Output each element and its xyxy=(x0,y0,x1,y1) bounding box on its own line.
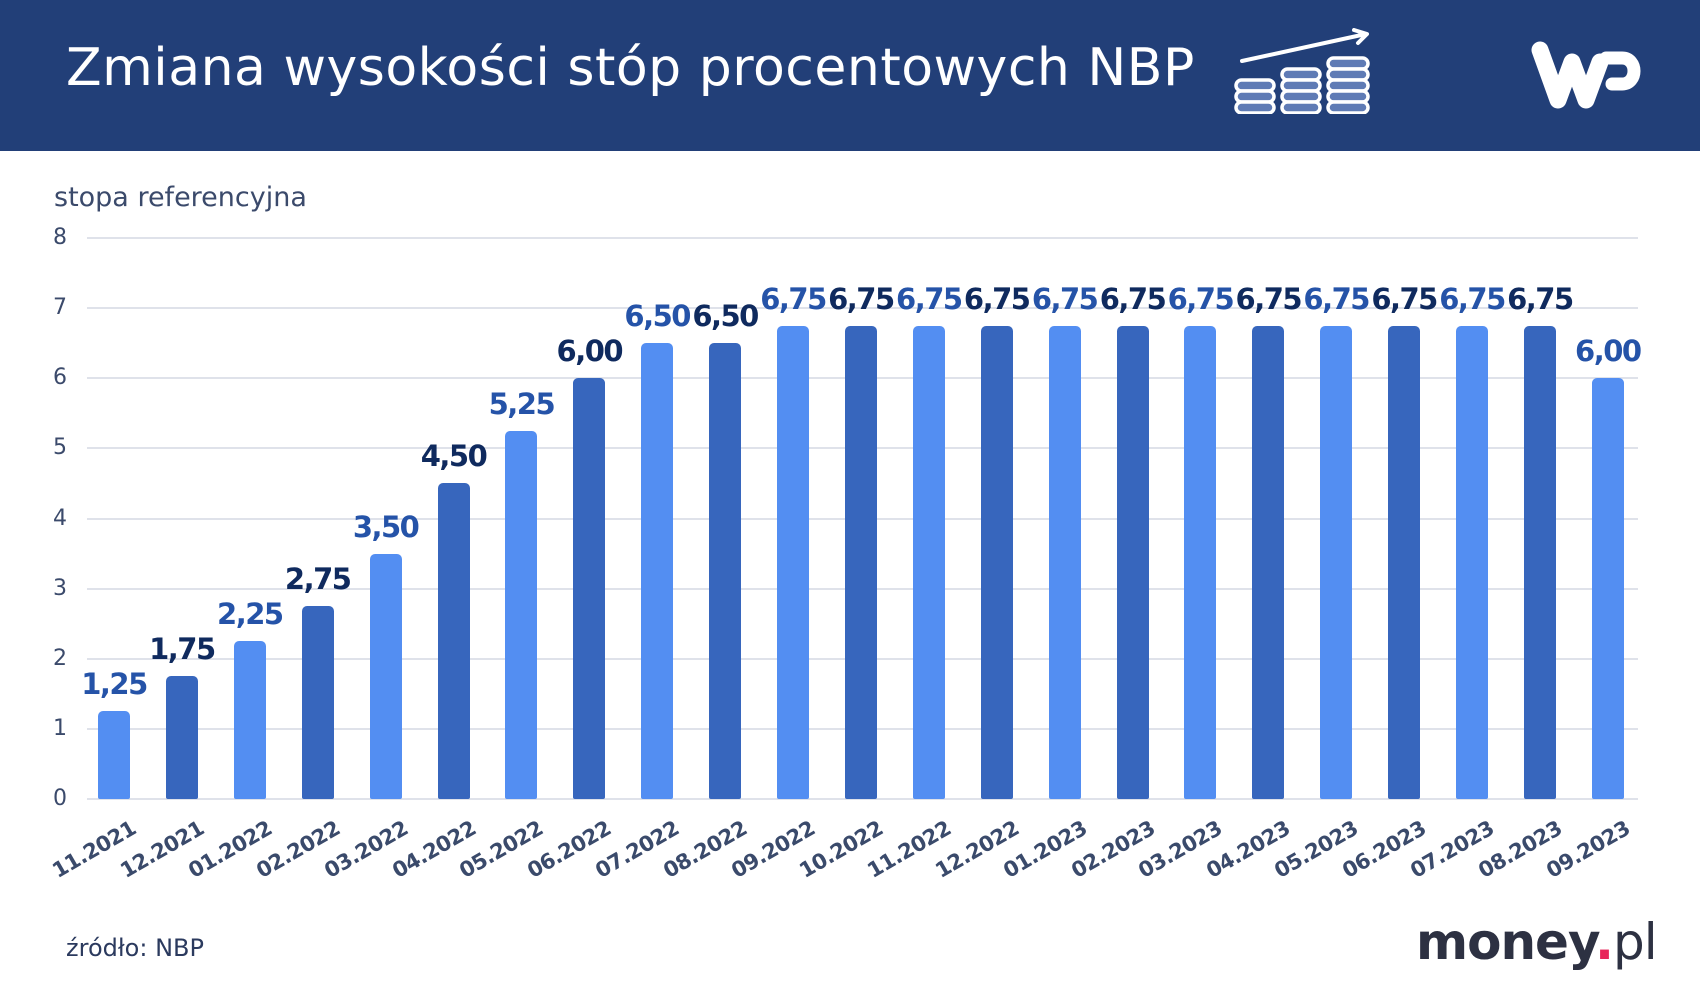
value-label: 6,00 xyxy=(556,334,624,369)
value-label: 1,75 xyxy=(149,632,216,667)
bar-10.2022 xyxy=(844,325,877,799)
value-label: 1,25 xyxy=(81,667,148,702)
value-label: 4,50 xyxy=(420,439,488,474)
value-label: 6,75 xyxy=(828,281,895,316)
y-tick-label: 4 xyxy=(53,505,67,531)
money-pl-logo: money.pl xyxy=(1416,912,1658,972)
y-tick-label: 0 xyxy=(53,786,67,811)
value-label: 6,75 xyxy=(1371,281,1438,316)
bar-01.2023 xyxy=(1048,325,1081,799)
bar-12.2022 xyxy=(980,325,1013,799)
value-label: 6,75 xyxy=(1167,281,1235,316)
value-label: 6,75 xyxy=(1031,281,1099,316)
bar-09.2022 xyxy=(777,325,809,799)
gridline xyxy=(87,798,1638,800)
source-note: źródło: NBP xyxy=(66,934,204,962)
value-label: 6,75 xyxy=(963,281,1031,316)
bar-05.2022 xyxy=(505,430,538,799)
bar-07.2022 xyxy=(641,343,674,799)
brand-dot: . xyxy=(1594,913,1614,971)
bar-01.2022 xyxy=(233,641,266,799)
value-label: 6,75 xyxy=(1439,281,1506,316)
value-label: 6,50 xyxy=(624,299,691,334)
gridline xyxy=(87,237,1638,239)
bar-12.2021 xyxy=(165,676,198,799)
y-tick-label: 8 xyxy=(53,225,67,250)
header-banner: Zmiana wysokości stóp procentowych NBP xyxy=(0,0,1700,151)
value-label: 5,25 xyxy=(488,386,556,421)
y-tick-label: 3 xyxy=(53,575,67,601)
bar-04.2022 xyxy=(437,483,470,799)
bar-08.2023 xyxy=(1523,325,1556,799)
bar-09.2023 xyxy=(1591,378,1624,799)
bar-03.2023 xyxy=(1184,325,1217,799)
value-label: 6,75 xyxy=(1507,281,1574,316)
bar-02.2022 xyxy=(301,606,334,799)
chart-title: Zmiana wysokości stóp procentowych NBP xyxy=(66,38,1195,98)
y-axis-title: stopa referencyjna xyxy=(54,182,307,213)
brand-main: money xyxy=(1416,913,1596,971)
value-label: 6,75 xyxy=(760,281,827,316)
bar-08.2022 xyxy=(709,343,742,799)
bar-05.2023 xyxy=(1320,325,1353,799)
y-tick-label: 5 xyxy=(53,435,67,461)
value-label: 6,75 xyxy=(1303,281,1370,316)
y-tick-label: 7 xyxy=(53,295,67,321)
bar-02.2023 xyxy=(1116,325,1149,799)
bar-03.2022 xyxy=(369,553,402,799)
bar-07.2023 xyxy=(1456,325,1488,799)
bar-11.2022 xyxy=(912,325,945,799)
value-label: 6,50 xyxy=(692,299,759,334)
bar-06.2023 xyxy=(1388,325,1421,799)
bar-04.2023 xyxy=(1252,325,1285,799)
y-tick-label: 1 xyxy=(53,715,67,741)
coins-growth-icon xyxy=(1234,28,1370,114)
brand-tld: pl xyxy=(1612,913,1658,971)
value-label: 6,75 xyxy=(896,281,963,316)
wp-logo xyxy=(1531,41,1641,109)
bar-06.2022 xyxy=(573,378,606,799)
value-label: 6,75 xyxy=(1235,281,1303,316)
value-label: 2,75 xyxy=(284,562,352,597)
bar-11.2021 xyxy=(98,711,130,799)
gridline xyxy=(87,307,1638,310)
value-label: 2,25 xyxy=(217,597,284,632)
y-tick-label: 6 xyxy=(53,365,67,391)
value-label: 3,50 xyxy=(352,509,420,544)
value-label: 6,75 xyxy=(1099,281,1167,316)
value-label: 6,00 xyxy=(1575,334,1642,369)
y-tick-label: 2 xyxy=(53,645,67,671)
